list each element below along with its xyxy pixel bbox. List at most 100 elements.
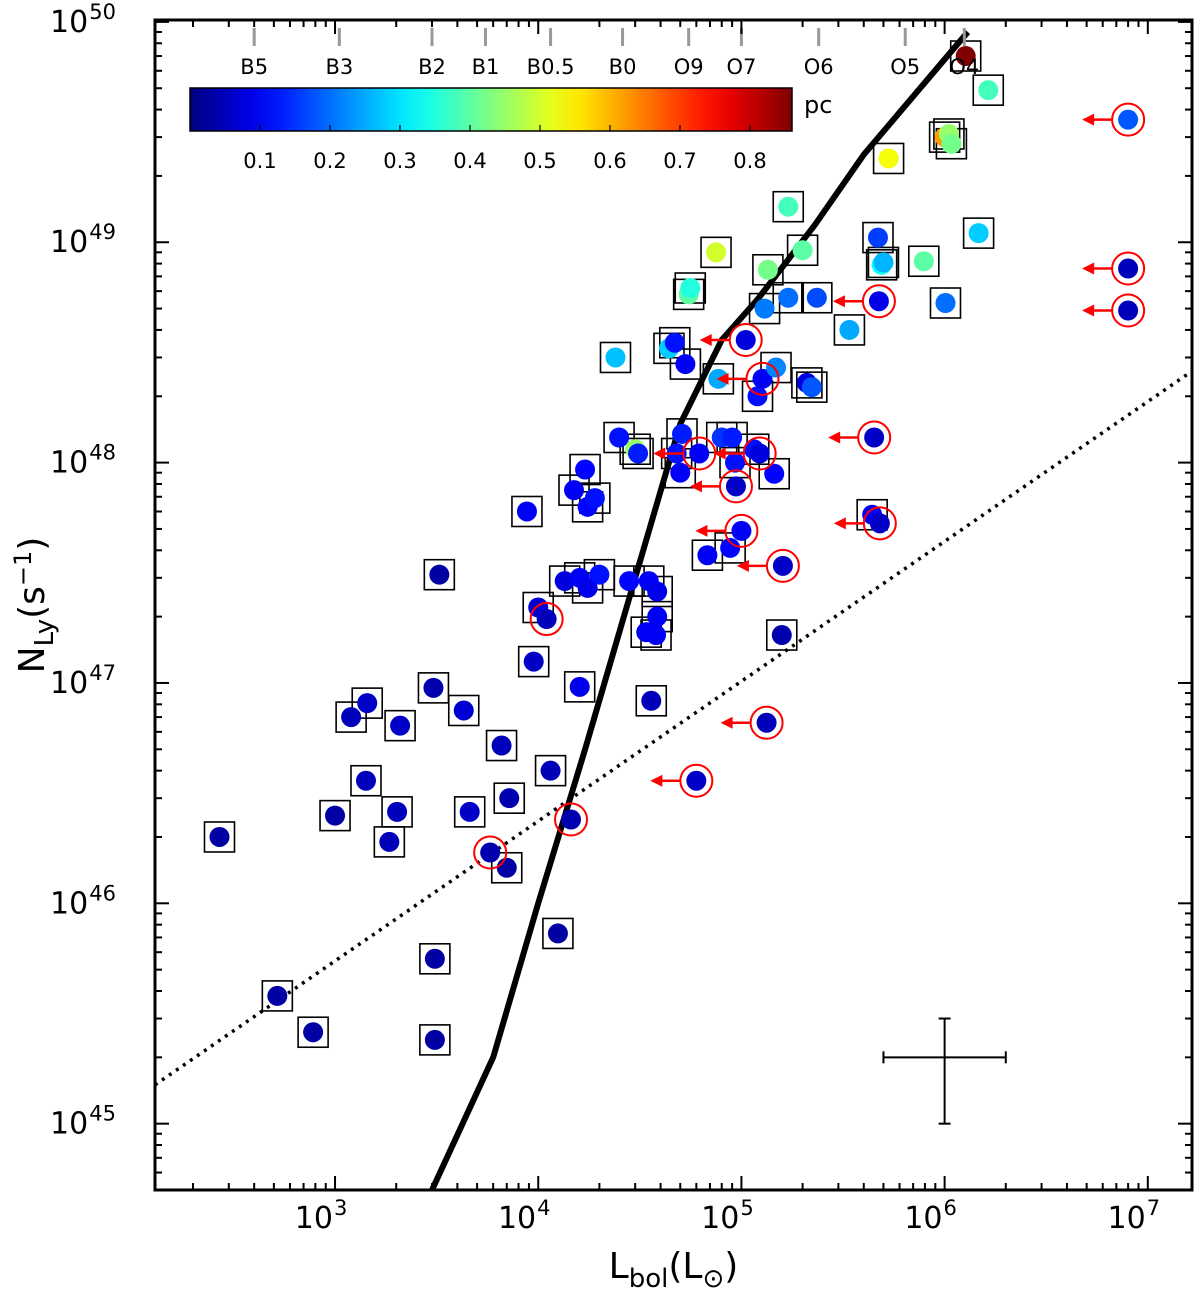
- y-tick-exp-1: 46: [89, 881, 116, 905]
- colorbar-tick-label-4: 0.5: [523, 149, 556, 173]
- square-marker-8: [381, 796, 413, 828]
- spectral-label-O9: O9: [674, 55, 704, 79]
- data-point-13: [429, 564, 450, 585]
- square-marker-20: [517, 645, 550, 678]
- x-axis-label-unit: (L: [668, 1246, 702, 1287]
- square-marker-12: [419, 1024, 451, 1056]
- data-point-66: [735, 330, 756, 351]
- square-marker-92: [872, 142, 905, 175]
- data-point-51: [672, 423, 693, 444]
- square-marker-22: [511, 495, 543, 528]
- data-point-50: [670, 462, 691, 483]
- solid-zams-line-group: [429, 30, 971, 1190]
- data-point-26: [554, 571, 575, 592]
- data-point-101: [1118, 109, 1139, 130]
- spectral-label-B0.5: B0.5: [527, 55, 575, 79]
- colorbar-bar: [189, 87, 793, 132]
- square-marker-100: [972, 74, 1005, 106]
- data-point-35: [589, 564, 610, 585]
- circle-marker-23: [529, 602, 564, 637]
- arrow-head-64: [689, 480, 702, 493]
- data-point-15: [459, 801, 480, 822]
- spectral-label-B5: B5: [240, 55, 268, 79]
- square-marker-5: [350, 764, 382, 797]
- colorbar-tick-label-3: 0.4: [453, 149, 486, 173]
- square-marker-2: [297, 1016, 329, 1049]
- square-marker-95: [928, 121, 961, 153]
- square-marker-39: [619, 433, 651, 466]
- square-marker-52: [669, 348, 702, 380]
- y-axis-label: NLy(s−1): [9, 537, 60, 674]
- arrow-head-86: [828, 431, 841, 444]
- data-point-5: [355, 770, 376, 791]
- colorbar-tick-label-5: 0.6: [593, 149, 626, 173]
- data-point-7: [379, 831, 400, 852]
- data-point-55: [686, 770, 707, 791]
- y-tick-exp-0: 45: [89, 1102, 116, 1126]
- y-axis-label-sub: Ly: [30, 619, 60, 647]
- square-marker-94: [929, 287, 962, 319]
- spectral-label-O7: O7: [726, 55, 756, 79]
- spectral-label-O6: O6: [804, 55, 834, 79]
- spectral-label-O5: O5: [890, 55, 920, 79]
- square-marker-17: [485, 729, 518, 762]
- data-point-71: [754, 298, 775, 319]
- arrow-head-55: [650, 774, 663, 787]
- y-tick-label-3: 1048: [50, 441, 116, 481]
- square-marker-43: [635, 684, 668, 717]
- square-marker-75: [760, 351, 792, 384]
- data-point-63: [725, 452, 746, 473]
- data-point-77: [772, 555, 793, 576]
- data-point-93: [913, 251, 934, 272]
- square-marker-79: [772, 281, 805, 314]
- dotted-reference-line-group: [155, 369, 1192, 1087]
- square-marker-6: [351, 687, 384, 719]
- x-axis-label: Lbol(L⊙): [609, 1246, 739, 1290]
- data-point-14: [453, 700, 474, 721]
- square-marker-90: [865, 249, 898, 281]
- data-point-103: [1118, 300, 1139, 321]
- data-point-45: [647, 606, 668, 627]
- square-marker-24: [534, 754, 567, 787]
- data-point-65: [731, 520, 752, 541]
- spectral-label-B0: B0: [609, 55, 637, 79]
- arrow-head-102: [1082, 262, 1095, 275]
- data-point-6: [357, 693, 378, 714]
- square-marker-83: [801, 281, 833, 314]
- x-tick-label-0: 103: [295, 1196, 348, 1236]
- circle-marker-16: [473, 835, 508, 870]
- data-point-10: [423, 677, 444, 698]
- data-point-62: [722, 427, 743, 448]
- square-marker-81: [791, 367, 823, 399]
- y-tick-exp-5: 50: [89, 0, 116, 24]
- square-marker-4: [335, 701, 367, 733]
- data-point-43: [641, 690, 662, 711]
- square-marker-15: [453, 796, 486, 828]
- data-point-83: [806, 287, 827, 308]
- data-point-99: [968, 223, 989, 244]
- y-tick-label-4: 1049: [50, 220, 116, 260]
- data-point-2: [303, 1022, 324, 1043]
- colorbar: 0.1 0.2 0.3 0.4 0.5 0.6 0.7 0.8 pc: [189, 87, 832, 173]
- data-point-25: [547, 923, 568, 944]
- square-marker-40: [622, 437, 654, 470]
- circle-marker-27: [554, 802, 589, 837]
- data-point-8: [387, 801, 408, 822]
- square-marker-58: [700, 236, 732, 269]
- data-point-82: [801, 377, 822, 398]
- data-point-102: [1118, 258, 1139, 279]
- data-point-69: [749, 443, 770, 464]
- plot-frame: [153, 18, 1194, 1192]
- x-tick-exp-1: 4: [537, 1196, 550, 1220]
- square-marker-57: [691, 539, 724, 572]
- arrow-head-103: [1082, 304, 1095, 317]
- data-point-48: [664, 332, 685, 353]
- data-point-76: [771, 625, 792, 646]
- x-tick-label-1: 104: [498, 1196, 551, 1236]
- x-tick-exp-4: 7: [1147, 1196, 1160, 1220]
- data-point-38: [619, 571, 640, 592]
- square-marker-30: [563, 671, 596, 703]
- x-tick-exp-2: 5: [740, 1196, 753, 1220]
- data-point-73: [757, 259, 778, 280]
- x-tick-label-2: 105: [701, 1196, 754, 1236]
